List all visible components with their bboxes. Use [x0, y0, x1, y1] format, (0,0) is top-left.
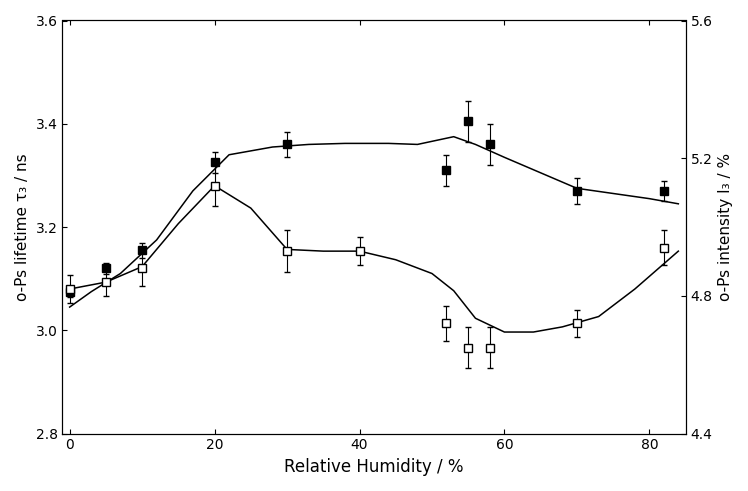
X-axis label: Relative Humidity / %: Relative Humidity / %: [284, 458, 464, 476]
Y-axis label: o-Ps lifetime τ₃ / ns: o-Ps lifetime τ₃ / ns: [15, 153, 30, 301]
Y-axis label: o-Ps intensity I₃ / %: o-Ps intensity I₃ / %: [718, 153, 733, 301]
